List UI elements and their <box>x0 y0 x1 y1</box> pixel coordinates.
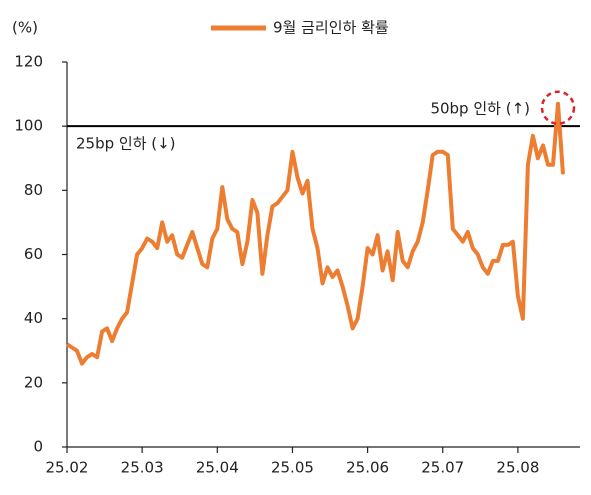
y-tick-label: 80 <box>24 181 43 199</box>
y-tick-label: 120 <box>14 53 43 71</box>
x-tick-label: 25.06 <box>346 459 389 477</box>
x-tick-label: 25.08 <box>496 459 539 477</box>
y-tick-label: 60 <box>24 245 43 263</box>
y-tick-label: 0 <box>33 438 43 456</box>
y-tick-label: 40 <box>24 309 43 327</box>
x-tick-label: 25.03 <box>121 459 164 477</box>
y-tick-label: 100 <box>14 117 43 135</box>
peak-highlight <box>540 90 576 125</box>
x-tick-label: 25.04 <box>196 459 239 477</box>
x-tick-label: 25.07 <box>421 459 464 477</box>
x-tick-label: 25.02 <box>46 459 89 477</box>
y-unit: (%) <box>12 19 38 37</box>
x-tick-label: 25.05 <box>271 459 314 477</box>
legend-label: 9월 금리인하 확률 <box>273 19 389 37</box>
series-line <box>65 101 565 366</box>
reference-label-below: 25bp 인하 (↓) <box>76 135 176 153</box>
y-tick-label: 20 <box>24 373 43 391</box>
reference-label-above: 50bp 인하 (↑) <box>430 100 530 118</box>
